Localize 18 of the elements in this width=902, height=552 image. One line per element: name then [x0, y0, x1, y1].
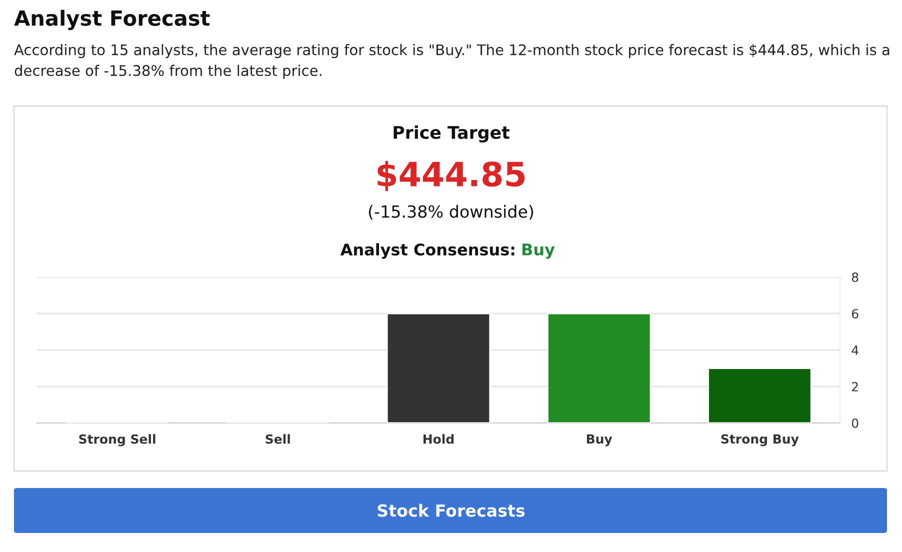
- text: Buy: [522, 244, 555, 259]
- text: Stock Forecasts: [378, 504, 525, 517]
- x-tick-label: Strong Buy: [721, 434, 799, 446]
- x-tick-label: Buy: [586, 434, 612, 446]
- y-tick-label: 8: [852, 272, 858, 282]
- text: $444.85: [378, 160, 525, 192]
- y-tick-label: 2: [852, 382, 858, 392]
- y-tick-label: 4: [852, 346, 858, 355]
- x-tick-label: Strong Sell: [79, 434, 156, 446]
- chart-subtitle: According to 15 analysts, the average rating for stock is "Buy." The 12-month stock price forecast is $444.85, which is a decrease of -15.38% from the latest price.: [14, 44, 890, 79]
- text: (-15.38% downside): [368, 204, 534, 220]
- chart-title: Analyst Forecast: [14, 10, 210, 30]
- y-tick-label: 6: [852, 308, 858, 318]
- text: Price Target: [394, 126, 510, 142]
- x-tick-label: Hold: [424, 434, 454, 444]
- x-tick-label: Sell: [266, 434, 290, 444]
- y-tick-label: 0: [852, 418, 858, 428]
- text: Analyst Consensus:: [340, 243, 514, 259]
